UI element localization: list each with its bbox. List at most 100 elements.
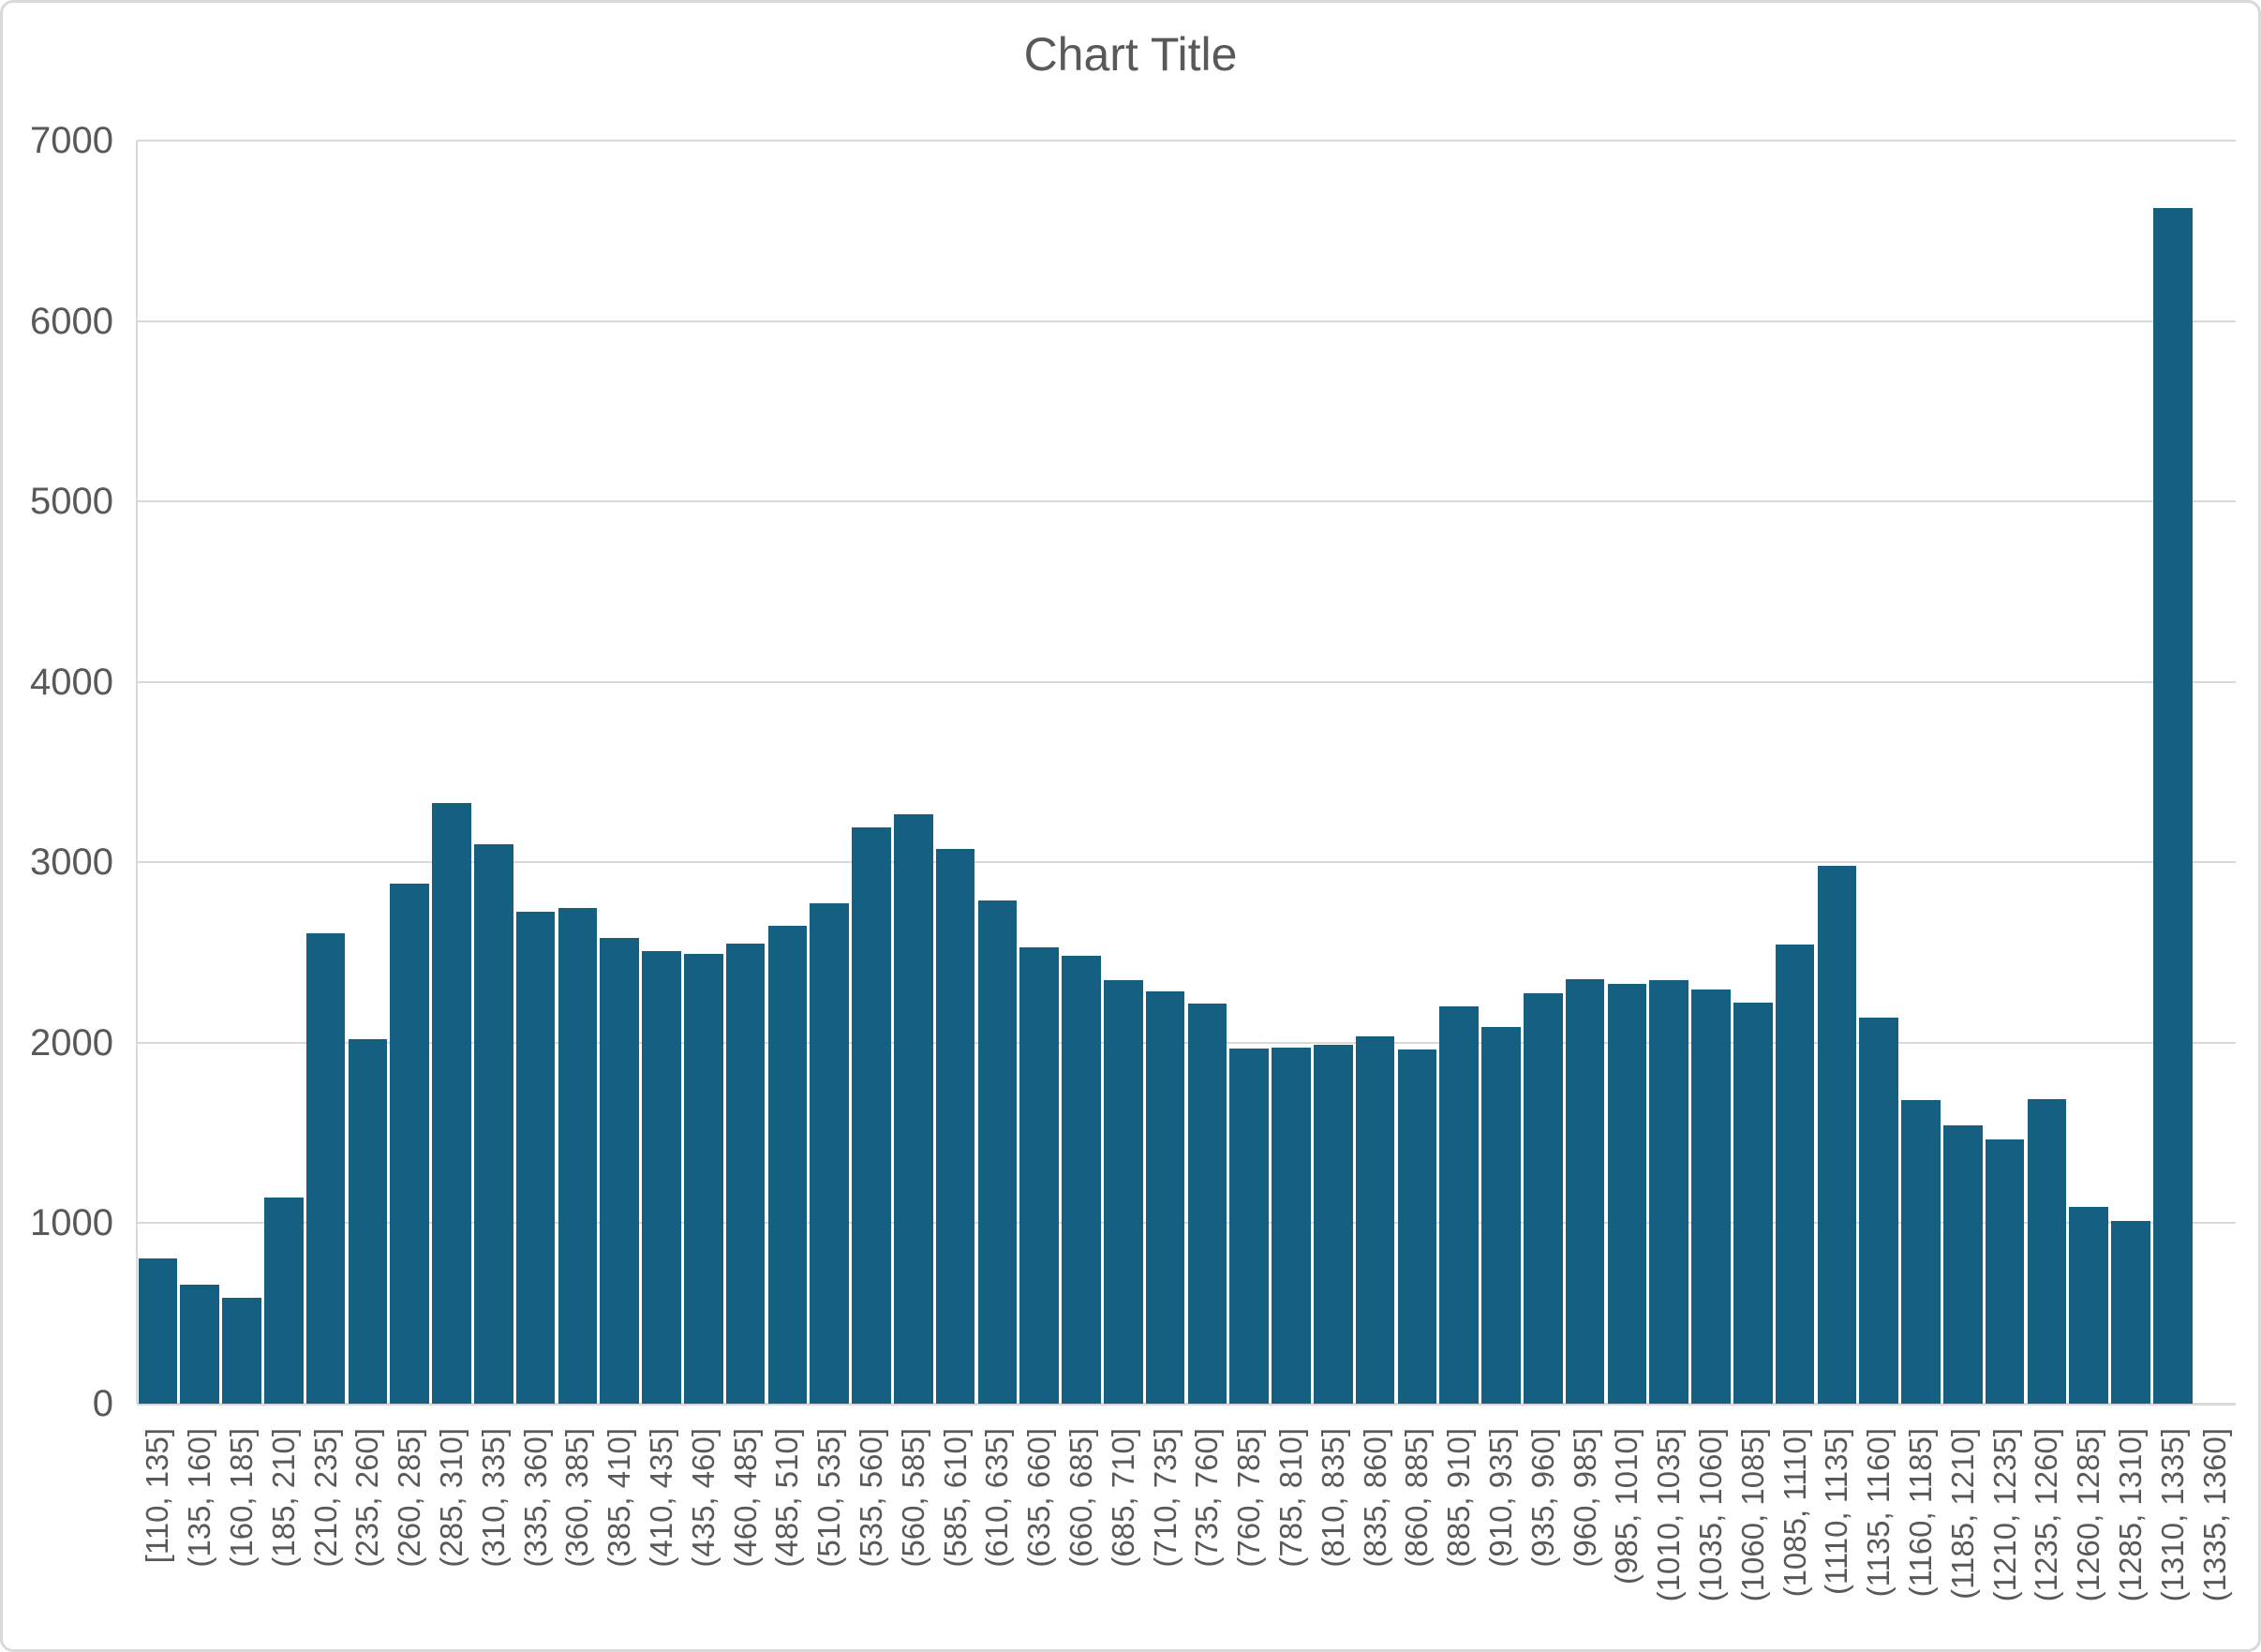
x-axis-labels: [110, 135] (135, 160] (160, 185] (185, 210]… xyxy=(3,3,2258,1649)
x-tick-label: (1310, 1335] xyxy=(2154,1428,2190,1602)
bar xyxy=(348,1039,388,1404)
gridline xyxy=(137,680,2236,683)
bar xyxy=(1229,1048,1269,1404)
x-tick-label: (535, 560] xyxy=(854,1428,888,1568)
bar xyxy=(1733,1003,1773,1404)
x-tick-label: (410, 435] xyxy=(644,1428,678,1568)
gridline xyxy=(137,1222,2236,1225)
x-tick-label: (885, 910] xyxy=(1441,1428,1477,1568)
x-tick-label: (1260, 1285] xyxy=(2071,1428,2106,1602)
bar xyxy=(894,814,933,1404)
x-tick-label: (1110, 1135] xyxy=(1819,1428,1854,1595)
x-tick-label: (1335, 1360] xyxy=(2196,1428,2232,1602)
bar xyxy=(1607,984,1647,1404)
x-tick-label: (385, 410] xyxy=(602,1428,637,1568)
bar xyxy=(1062,956,1101,1404)
x-tick-label: (760, 785] xyxy=(1231,1428,1267,1568)
x-tick-label: (510, 535] xyxy=(811,1428,847,1568)
x-tick-label: (1285, 1310] xyxy=(2113,1428,2148,1602)
y-tick-label: 0 xyxy=(92,1383,113,1424)
bar xyxy=(1104,980,1143,1404)
gridline xyxy=(137,140,2236,141)
bar xyxy=(2069,1207,2108,1404)
bar xyxy=(264,1198,304,1404)
bar xyxy=(1691,990,1731,1404)
gridlines-layer xyxy=(3,3,2258,1649)
x-tick-label: (860, 885] xyxy=(1399,1428,1435,1568)
y-tick-label: 6000 xyxy=(30,300,113,342)
x-tick-label: [110, 135] xyxy=(140,1428,175,1564)
bar xyxy=(1397,1049,1437,1404)
x-tick-label: (560, 585] xyxy=(895,1428,930,1568)
bar xyxy=(2111,1220,2150,1404)
y-axis-labels: 0 1000 2000 3000 4000 5000 6000 7000 xyxy=(3,3,2258,1649)
x-tick-label: (310, 335] xyxy=(475,1428,511,1568)
bar xyxy=(2153,208,2193,1404)
x-tick-label: (435, 460] xyxy=(685,1428,721,1568)
bar xyxy=(935,848,975,1404)
bar xyxy=(390,884,429,1404)
x-tick-label: (1035, 1060] xyxy=(1693,1428,1728,1602)
bar xyxy=(852,826,891,1404)
bar xyxy=(600,938,639,1404)
x-tick-label: (360, 385] xyxy=(559,1428,595,1568)
x-axis-line xyxy=(137,1402,2236,1406)
x-tick-label: (1010, 1035] xyxy=(1651,1428,1687,1602)
x-tick-label: (285, 310] xyxy=(434,1428,469,1568)
bar xyxy=(2027,1098,2067,1404)
x-tick-label: (1135, 1160] xyxy=(1861,1428,1897,1598)
bar xyxy=(474,844,513,1404)
bar xyxy=(642,950,681,1404)
bar xyxy=(977,900,1018,1404)
bar xyxy=(1524,992,1563,1404)
bar xyxy=(767,925,808,1404)
chart-title: Chart Title xyxy=(1023,28,1238,81)
gridline xyxy=(137,320,2236,322)
x-tick-label: (785, 810] xyxy=(1273,1428,1308,1568)
x-tick-label: (1085, 1110] xyxy=(1777,1428,1812,1598)
bar xyxy=(1649,980,1688,1404)
x-tick-label: (135, 160] xyxy=(182,1428,217,1568)
x-tick-label: (185, 210] xyxy=(265,1428,301,1568)
bar xyxy=(305,933,346,1404)
x-tick-label: (735, 760] xyxy=(1189,1428,1225,1568)
bar xyxy=(725,943,766,1404)
bar xyxy=(222,1298,261,1404)
bar xyxy=(1775,944,1815,1404)
bar xyxy=(1314,1044,1353,1404)
bar xyxy=(1019,946,1059,1404)
x-tick-label: (610, 635] xyxy=(979,1428,1015,1568)
x-tick-label: (710, 735] xyxy=(1147,1428,1183,1568)
x-tick-label: (1210, 1235] xyxy=(1986,1428,2022,1602)
x-tick-label: (160, 185] xyxy=(224,1428,259,1568)
bar xyxy=(1901,1099,1941,1404)
y-tick-label: 1000 xyxy=(30,1202,113,1244)
x-tick-label: (910, 935] xyxy=(1483,1428,1518,1568)
x-tick-label: (210, 235] xyxy=(307,1428,343,1568)
y-axis-line xyxy=(136,141,138,1404)
x-tick-label: (685, 710] xyxy=(1105,1428,1140,1568)
bars-layer xyxy=(3,3,2258,1649)
bar xyxy=(1481,1027,1521,1404)
bar xyxy=(1187,1004,1227,1404)
y-tick-label: 5000 xyxy=(30,481,113,523)
bar xyxy=(1943,1125,1983,1404)
x-tick-label: (235, 260] xyxy=(350,1428,385,1568)
x-tick-label: (485, 510] xyxy=(769,1428,805,1568)
x-tick-label: (960, 985] xyxy=(1567,1428,1602,1568)
bar xyxy=(1985,1139,2025,1404)
y-tick-label: 7000 xyxy=(30,120,113,161)
x-tick-label: (1235, 1260] xyxy=(2029,1428,2064,1602)
bar xyxy=(1145,990,1185,1404)
bar xyxy=(138,1258,178,1404)
bar xyxy=(1355,1036,1395,1404)
bar xyxy=(1859,1017,1898,1404)
bar xyxy=(684,954,723,1404)
bar xyxy=(810,902,849,1404)
bar xyxy=(1817,866,1857,1404)
x-tick-label: (260, 285] xyxy=(392,1428,427,1568)
bar xyxy=(432,802,471,1404)
y-tick-label: 2000 xyxy=(30,1021,113,1064)
gridline xyxy=(137,861,2236,864)
